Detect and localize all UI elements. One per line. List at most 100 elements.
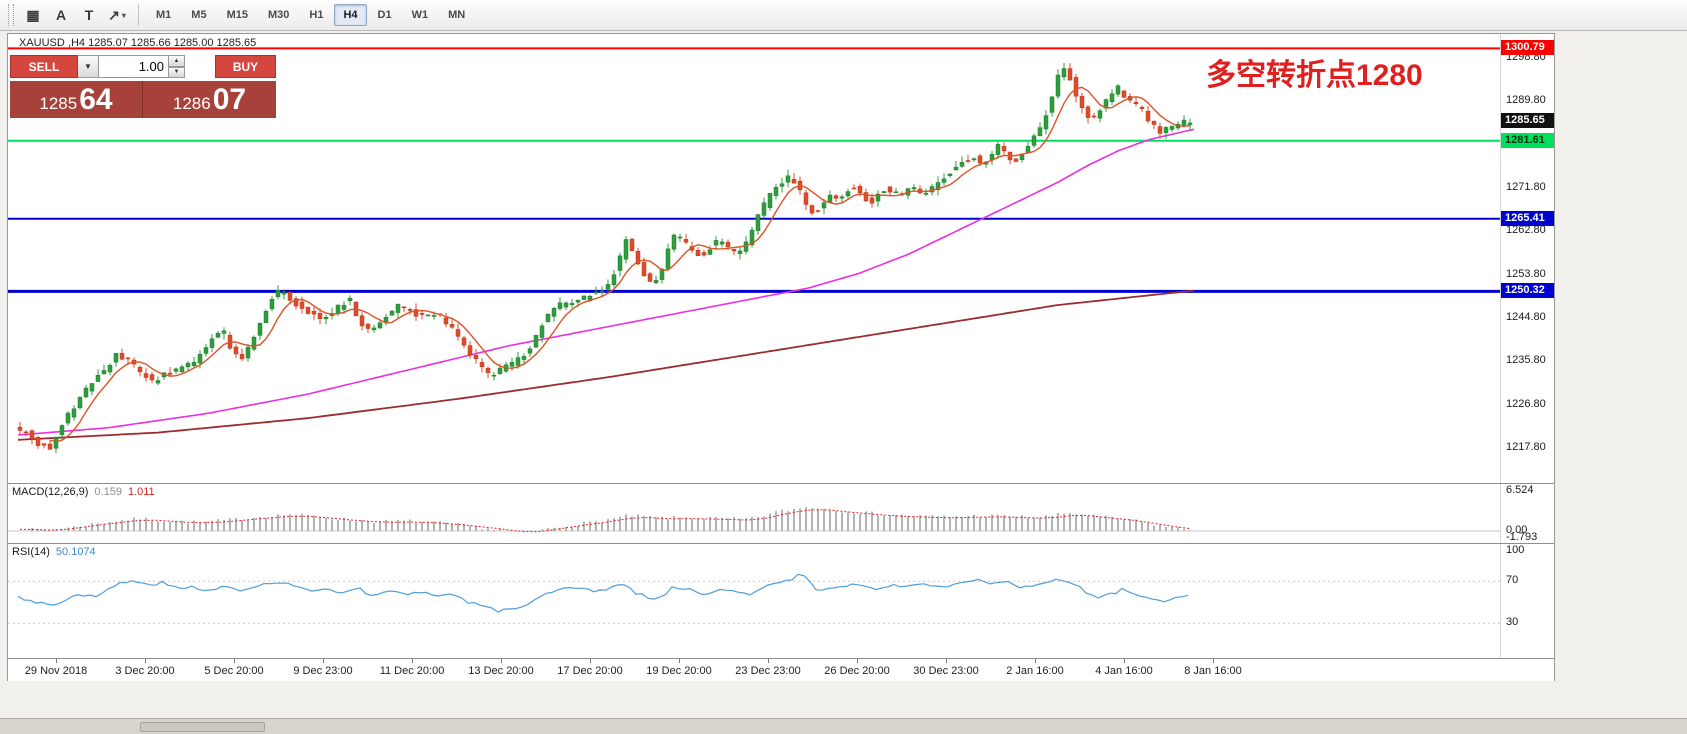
price-axis-label: 1262.80 bbox=[1506, 224, 1546, 237]
price-axis-label: 1289.80 bbox=[1506, 94, 1546, 107]
macd-axis-label: 6.524 bbox=[1506, 484, 1534, 496]
macd-main-value: 0.159 bbox=[94, 486, 122, 498]
chevron-down-icon: ▾ bbox=[121, 10, 126, 20]
macd-axis: 6.524 0.00 -1.793 bbox=[1500, 484, 1554, 543]
rsi-axis-label: 30 bbox=[1506, 616, 1519, 629]
toolbar: ▦ A T ↗ ▾ M1 M5 M15 M30 H1 H4 D1 W1 MN bbox=[0, 0, 1687, 31]
time-axis-label: 19 Dec 20:00 bbox=[646, 665, 712, 677]
sell-price-display[interactable]: 1285 64 bbox=[10, 81, 143, 118]
rsi-axis-label: 70 bbox=[1506, 574, 1519, 587]
time-tick bbox=[946, 659, 947, 663]
timeframe-buttons-group: M1 M5 M15 M30 H1 H4 D1 W1 MN bbox=[146, 4, 475, 26]
timeframe-d1-button[interactable]: D1 bbox=[377, 9, 392, 21]
price-axis-label: 1235.80 bbox=[1506, 354, 1546, 367]
time-tick bbox=[768, 659, 769, 663]
rsi-indicator-pane[interactable]: RSI(14) 50.1074 100 70 30 bbox=[8, 543, 1554, 658]
macd-axis-label: -1.793 bbox=[1506, 531, 1538, 543]
time-axis-label: 30 Dec 23:00 bbox=[913, 665, 979, 677]
text-tool-button[interactable]: T bbox=[76, 3, 102, 27]
annotation-tool-icon: A bbox=[55, 7, 67, 23]
time-tick bbox=[1213, 659, 1214, 663]
macd-axis-label: 0.00 bbox=[1506, 524, 1528, 536]
price-level-badge: 1281.61 bbox=[1501, 132, 1554, 148]
arrows-tool-button[interactable]: ↗ ▾ bbox=[104, 3, 130, 27]
chart-window: XAUUSD ,H4 1285.07 1285.66 1285.00 1285.… bbox=[7, 33, 1555, 681]
macd-name: MACD(12,26,9) bbox=[12, 486, 89, 498]
time-axis-label: 23 Dec 23:00 bbox=[735, 665, 801, 677]
time-tick bbox=[679, 659, 680, 663]
buy-button[interactable]: BUY bbox=[215, 55, 276, 78]
timeframe-m15-button[interactable]: M15 bbox=[226, 9, 248, 21]
volume-dropdown-button[interactable]: ▼ bbox=[78, 55, 99, 78]
rsi-chart[interactable] bbox=[8, 545, 1500, 658]
toolbar-grip[interactable] bbox=[8, 4, 14, 26]
price-axis: 1298.801289.801280.801271.801262.801253.… bbox=[1500, 34, 1554, 483]
time-tick bbox=[412, 659, 413, 663]
bottom-status-strip bbox=[0, 718, 1687, 734]
volume-input[interactable] bbox=[99, 55, 169, 78]
timeframe-h1-button[interactable]: H1 bbox=[309, 9, 324, 21]
price-axis-label: 1253.80 bbox=[1506, 267, 1546, 280]
timeframe-h4-button[interactable]: H4 bbox=[334, 4, 367, 26]
volume-increase-button[interactable]: ▲ bbox=[169, 55, 185, 67]
time-axis-label: 4 Jan 16:00 bbox=[1095, 665, 1153, 677]
timeframe-mn-button[interactable]: MN bbox=[448, 9, 466, 21]
symbol-info: XAUUSD ,H4 1285.07 1285.66 1285.00 1285.… bbox=[19, 37, 257, 49]
time-axis-label: 17 Dec 20:00 bbox=[557, 665, 623, 677]
drawing-tools-group: ▦ A T ↗ ▾ bbox=[19, 3, 131, 27]
main-chart-pane[interactable]: XAUUSD ,H4 1285.07 1285.66 1285.00 1285.… bbox=[8, 34, 1554, 483]
candlestick-chart[interactable] bbox=[8, 34, 1500, 483]
time-tick bbox=[857, 659, 858, 663]
sell-price-pips: 64 bbox=[79, 83, 113, 116]
time-axis-label: 5 Dec 20:00 bbox=[204, 665, 264, 677]
rsi-axis-label: 100 bbox=[1506, 544, 1525, 556]
chevron-down-icon: ▼ bbox=[173, 69, 180, 76]
time-tick bbox=[1124, 659, 1125, 663]
rsi-name: RSI(14) bbox=[12, 546, 50, 558]
price-axis-label: 1226.80 bbox=[1506, 397, 1546, 410]
price-axis-label: 1271.80 bbox=[1506, 180, 1546, 193]
buy-price-display[interactable]: 1286 07 bbox=[143, 81, 276, 118]
toolbar-separator bbox=[138, 4, 139, 26]
chevron-up-icon: ▲ bbox=[173, 57, 180, 64]
timeframe-w1-button[interactable]: W1 bbox=[411, 9, 429, 21]
rsi-axis: 100 70 30 bbox=[1500, 544, 1554, 658]
grid-tool-button[interactable]: ▦ bbox=[20, 3, 46, 27]
time-tick bbox=[56, 659, 57, 663]
grid-tool-icon: ▦ bbox=[26, 6, 40, 23]
macd-signal-value: 1.011 bbox=[127, 486, 155, 498]
timeframe-m30-button[interactable]: M30 bbox=[267, 9, 290, 21]
timeframe-m1-button[interactable]: M1 bbox=[156, 9, 172, 21]
time-axis-label: 2 Jan 16:00 bbox=[1006, 665, 1064, 677]
time-tick bbox=[145, 659, 146, 663]
timeframe-m5-button[interactable]: M5 bbox=[191, 9, 207, 21]
time-axis[interactable]: 29 Nov 2018 3 Dec 20:00 5 Dec 20:00 9 Dec 2… bbox=[8, 658, 1554, 681]
volume-stepper: ▲ ▼ bbox=[169, 55, 185, 78]
macd-chart[interactable] bbox=[8, 485, 1500, 543]
time-axis-label: 29 Nov 2018 bbox=[24, 665, 88, 677]
macd-indicator-pane[interactable]: MACD(12,26,9) 0.159 1.011 6.524 0.00 -1.793 bbox=[8, 483, 1554, 543]
sell-price-main: 1285 bbox=[39, 94, 78, 113]
rsi-value: 50.1074 bbox=[55, 546, 96, 558]
bottom-panel-segment[interactable] bbox=[140, 722, 265, 732]
time-tick bbox=[501, 659, 502, 663]
time-axis-label: 26 Dec 20:00 bbox=[824, 665, 890, 677]
price-level-badge: 1300.79 bbox=[1501, 40, 1554, 56]
volume-decrease-button[interactable]: ▼ bbox=[169, 66, 185, 78]
time-tick bbox=[590, 659, 591, 663]
price-level-badge: 1265.41 bbox=[1501, 210, 1554, 226]
time-axis-label: 11 Dec 20:00 bbox=[379, 665, 445, 677]
chevron-down-icon: ▼ bbox=[84, 62, 92, 71]
arrows-tool-icon: ↗ bbox=[108, 6, 120, 23]
sell-button[interactable]: SELL bbox=[10, 55, 78, 78]
chart-annotation: 多空转折点1280 bbox=[1206, 59, 1423, 92]
price-level-badge: 1285.65 bbox=[1501, 113, 1554, 129]
time-tick bbox=[323, 659, 324, 663]
time-tick bbox=[234, 659, 235, 663]
buy-price-pips: 07 bbox=[212, 83, 247, 116]
rsi-label: RSI(14) 50.1074 bbox=[12, 546, 96, 558]
time-axis-label: 3 Dec 20:00 bbox=[115, 665, 175, 677]
macd-label: MACD(12,26,9) 0.159 1.011 bbox=[12, 486, 155, 498]
annotation-tool-button[interactable]: A bbox=[48, 3, 74, 27]
time-axis-label: 13 Dec 20:00 bbox=[468, 665, 534, 677]
